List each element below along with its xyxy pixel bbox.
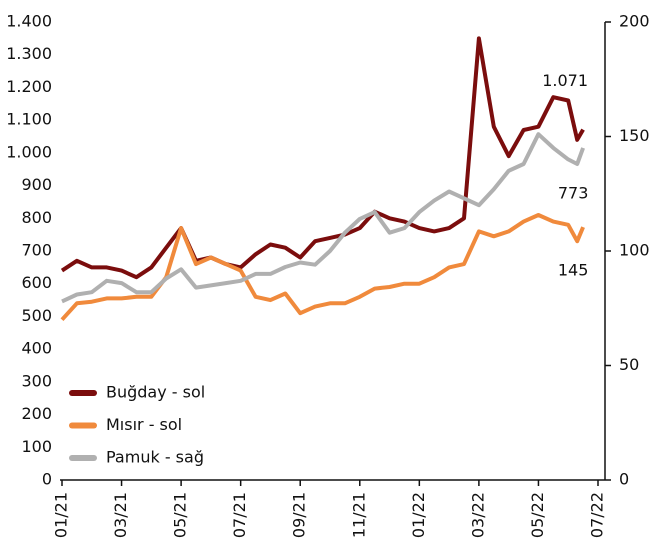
y-tick-label: 1.000	[6, 142, 52, 161]
series-line	[61, 132, 585, 304]
y-tick-label: 400	[21, 339, 52, 358]
y-tick-label: 1.300	[6, 44, 52, 63]
series-line	[60, 213, 585, 322]
y-tick-label: 900	[21, 175, 52, 194]
y-tick-label: 600	[21, 273, 52, 292]
x-tick-label: 11/21	[349, 492, 368, 538]
x-tick-label: 05/21	[171, 492, 190, 538]
y2-tick-label: 50	[619, 355, 639, 374]
legend-label: Mısır - sol	[106, 415, 182, 434]
y-tick-label: 700	[21, 241, 52, 260]
x-tick-label: 09/21	[290, 492, 309, 538]
series-line	[60, 36, 585, 280]
legend-label: Pamuk - sağ	[106, 448, 204, 467]
y2-tick-label: 200	[619, 12, 650, 31]
y-tick-label: 1.200	[6, 77, 52, 96]
x-tick-label: 01/22	[409, 492, 428, 538]
y-tick-label: 300	[21, 371, 52, 390]
x-tick-label: 05/22	[528, 492, 547, 538]
x-tick-label: 07/22	[588, 492, 607, 538]
y-tick-label: 0	[42, 470, 52, 489]
x-tick-label: 07/21	[230, 492, 249, 538]
y2-tick-label: 100	[619, 241, 650, 260]
annotation: 1.071	[542, 71, 588, 90]
y-tick-label: 500	[21, 306, 52, 325]
y-tick-label: 1.100	[6, 110, 52, 129]
y-tick-label: 1.400	[6, 12, 52, 31]
x-tick-label: 01/21	[52, 492, 71, 538]
annotation: 773	[558, 183, 589, 202]
annotation: 145	[558, 261, 589, 280]
y2-tick-label: 150	[619, 126, 650, 145]
y-tick-label: 100	[21, 437, 52, 456]
x-tick-label: 03/21	[111, 492, 130, 538]
y-tick-label: 200	[21, 404, 52, 423]
y2-tick-label: 0	[619, 470, 629, 489]
x-tick-label: 03/22	[468, 492, 487, 538]
y-tick-label: 800	[21, 208, 52, 227]
legend-label: Buğday - sol	[106, 383, 205, 402]
